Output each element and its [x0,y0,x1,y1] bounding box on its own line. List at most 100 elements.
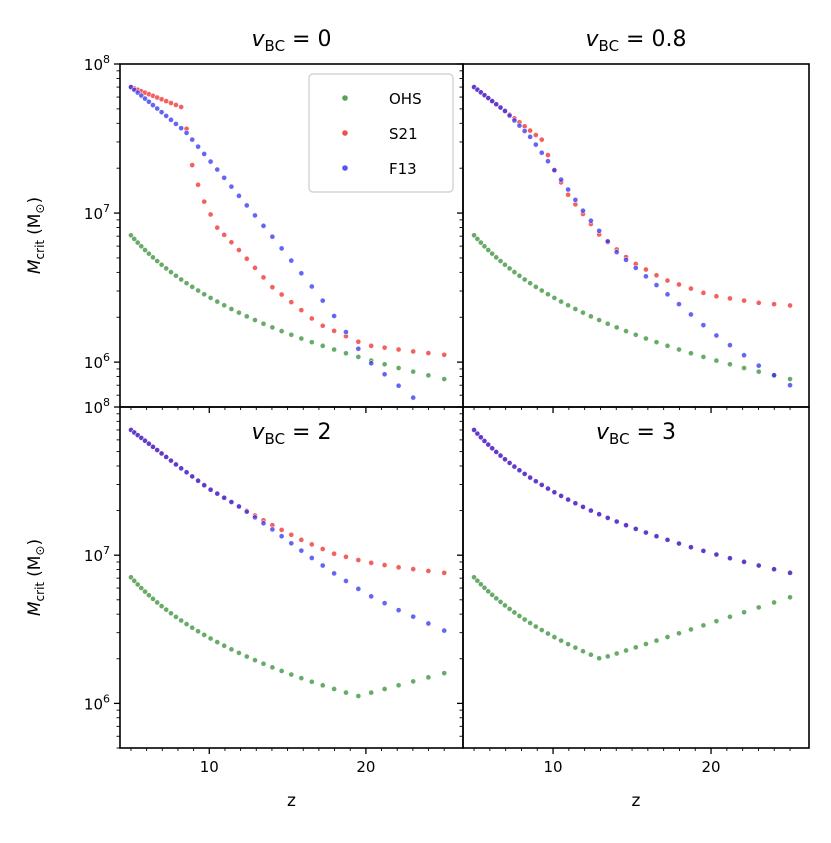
data-point-ohs [410,368,417,375]
data-point-s21 [298,307,305,314]
panel-frame [462,63,810,408]
y-label-main: M [25,601,45,616]
data-point-ohs [741,609,747,616]
data-point-ohs [381,361,388,368]
data-point-f13 [516,122,523,129]
data-point-ohs [260,660,267,667]
data-point-s21 [410,566,417,573]
x-tick-label: 20 [701,758,720,776]
data-point-s21 [741,297,747,304]
data-point-ohs [355,354,362,360]
data-point-f13 [565,496,571,503]
x-tick-label: 10 [544,758,563,776]
data-point-f13 [158,450,165,457]
data-point-ohs [201,291,208,298]
data-point-f13 [319,297,326,304]
data-point-f13 [298,270,305,277]
x-tick-label: 20 [356,758,375,776]
data-point-f13 [355,345,362,352]
data-point-f13 [207,486,214,493]
data-point-s21 [252,264,258,271]
panel-title-var: v [252,420,266,445]
x-axis-label: z [632,791,641,811]
data-point-s21 [441,569,448,576]
data-point-s21 [688,285,694,292]
data-point-s21 [278,526,285,533]
data-point-f13 [558,176,564,183]
panel-title-sub: BC [265,430,286,448]
data-point-f13 [511,117,518,124]
data-point-ohs [755,368,762,375]
data-point-f13 [150,443,156,450]
data-point-f13 [787,569,793,576]
y-tick-base: 10 [84,547,103,565]
data-point-ohs [243,313,250,320]
data-point-ohs [278,668,285,674]
data-point-s21 [368,559,375,566]
data-point-s21 [298,536,305,543]
y-tick-exp: 8 [103,53,110,66]
panel-frame [462,406,810,749]
data-point-s21 [189,162,196,168]
data-point-ohs [481,243,488,250]
data-point-f13 [173,461,179,468]
data-point-ohs [477,581,484,588]
data-point-f13 [138,92,145,99]
legend: OHS S21 F13 [308,73,454,193]
panel-points [471,84,793,389]
data-point-ohs [713,618,720,625]
data-point-ohs [288,331,295,338]
data-point-ohs [506,265,513,272]
data-point-ohs [485,247,492,253]
data-point-ohs [425,372,432,379]
data-point-ohs [538,627,545,633]
y-tick-label: 107 [84,202,110,223]
data-point-f13 [664,291,671,298]
panel-title-sub: BC [265,37,286,55]
data-point-f13 [410,613,417,620]
y-label-sub: crit [33,240,47,260]
data-point-ohs [288,671,295,678]
data-point-f13 [741,352,747,359]
data-point-ohs [471,232,477,239]
data-point-ohs [195,628,201,635]
data-point-f13 [497,452,504,459]
data-point-f13 [489,445,496,452]
panel-title-value: = 2 [285,420,331,445]
data-point-ohs [331,686,338,692]
y-tick-label: 107 [84,544,110,565]
data-point-s21 [355,557,362,563]
data-point-ohs [532,623,539,630]
data-point-ohs [558,298,564,305]
data-point-f13 [643,273,649,280]
y-tick-base: 10 [84,399,103,417]
data-point-ohs [128,232,134,239]
data-point-ohs [623,647,629,654]
data-point-ohs [580,648,586,655]
data-point-f13 [521,471,528,477]
data-point-ohs [713,357,720,364]
data-point-ohs [511,269,518,276]
data-point-ohs [410,678,417,685]
data-point-s21 [532,132,539,138]
data-point-s21 [178,104,185,110]
data-point-s21 [727,295,733,302]
panel-points [128,427,448,699]
panel-title: vBC = 2 [252,420,332,448]
y-tick-label: 108 [84,53,110,74]
data-point-ohs [381,686,388,692]
data-point-f13 [497,104,504,111]
panel-2: vBC = 0.8 [457,27,810,413]
data-point-ohs [700,354,707,360]
data-point-ohs [221,302,228,309]
data-point-f13 [142,437,148,444]
data-point-ohs [278,328,285,335]
data-point-f13 [441,627,448,634]
data-point-ohs [146,592,152,599]
data-point-f13 [183,469,190,476]
data-point-s21 [381,562,388,568]
y-tick-base: 10 [84,695,103,713]
data-point-s21 [260,274,267,281]
data-point-f13 [146,440,152,447]
